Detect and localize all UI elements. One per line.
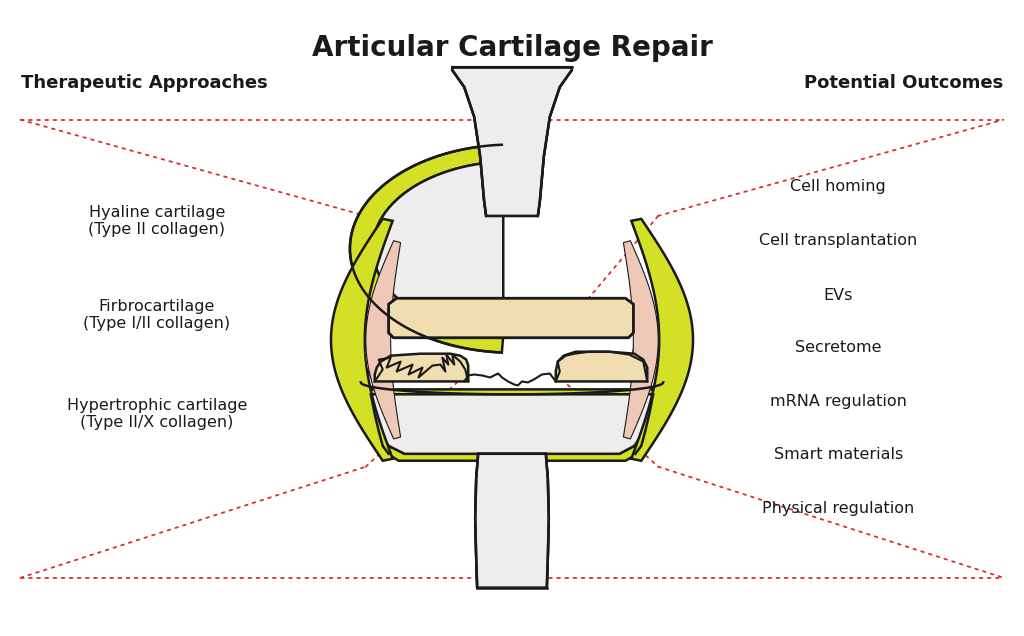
Text: Therapeutic Approaches: Therapeutic Approaches	[20, 74, 267, 92]
Polygon shape	[624, 240, 658, 439]
Polygon shape	[453, 67, 571, 216]
Polygon shape	[358, 389, 666, 460]
Text: EVs: EVs	[823, 287, 853, 303]
Polygon shape	[475, 454, 549, 588]
Polygon shape	[331, 219, 392, 460]
Polygon shape	[632, 219, 693, 460]
Text: Physical regulation: Physical regulation	[762, 501, 914, 516]
Polygon shape	[365, 340, 391, 382]
Text: Cell transplantation: Cell transplantation	[759, 233, 918, 248]
Text: Cell homing: Cell homing	[791, 179, 886, 193]
Text: Smart materials: Smart materials	[773, 447, 903, 462]
Polygon shape	[389, 298, 633, 338]
Polygon shape	[375, 354, 468, 382]
Polygon shape	[373, 67, 503, 336]
Text: Articular Cartilage Repair: Articular Cartilage Repair	[311, 34, 713, 62]
Polygon shape	[371, 394, 653, 454]
Polygon shape	[453, 67, 571, 216]
Polygon shape	[632, 340, 655, 382]
Text: Hypertrophic cartilage
(Type II/X collagen): Hypertrophic cartilage (Type II/X collag…	[67, 398, 247, 431]
Polygon shape	[350, 145, 503, 352]
Text: Potential Outcomes: Potential Outcomes	[804, 74, 1004, 92]
Polygon shape	[371, 394, 653, 454]
Polygon shape	[366, 240, 400, 439]
Text: Hyaline cartilage
(Type II collagen): Hyaline cartilage (Type II collagen)	[88, 205, 225, 237]
Polygon shape	[556, 352, 647, 382]
Text: Secretome: Secretome	[795, 340, 882, 356]
Text: Firbrocartilage
(Type I/II collagen): Firbrocartilage (Type I/II collagen)	[83, 299, 230, 331]
Text: mRNA regulation: mRNA regulation	[770, 394, 906, 409]
Polygon shape	[475, 454, 549, 588]
